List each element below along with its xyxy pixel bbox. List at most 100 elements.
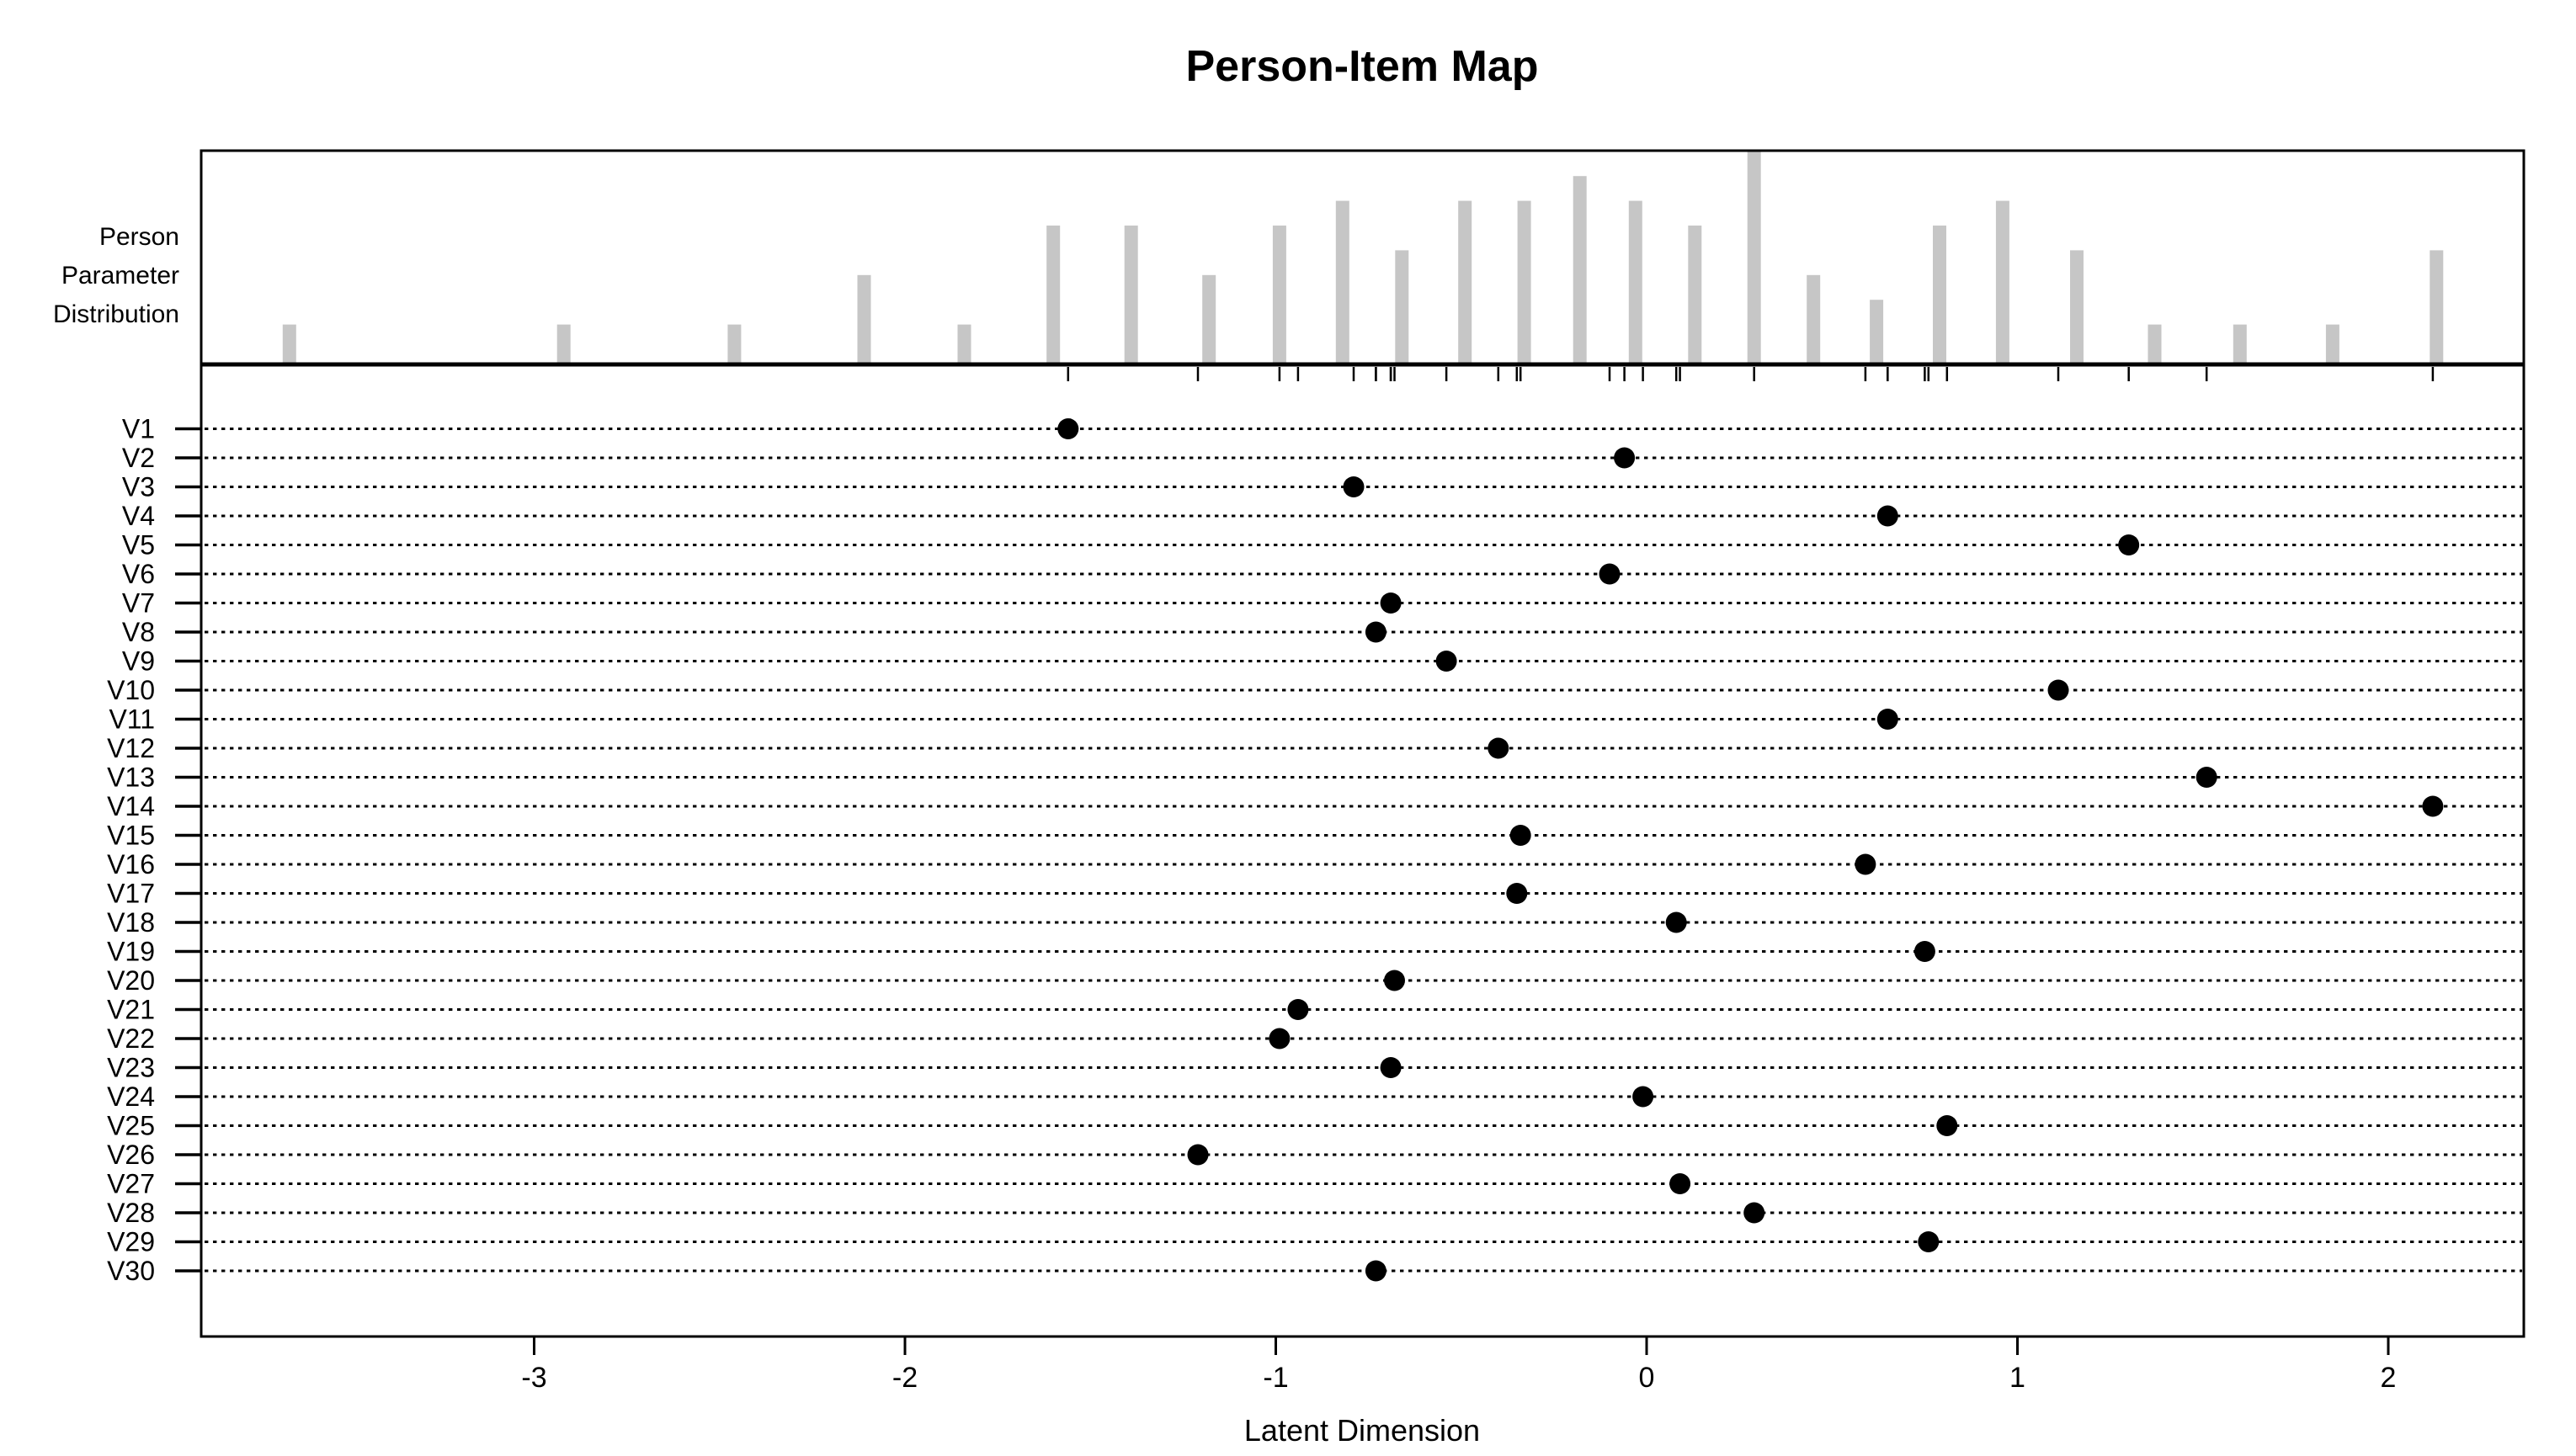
item-label-V9: V9 (122, 646, 155, 677)
item-label-V1: V1 (122, 414, 155, 444)
item-dot-V3 (1343, 476, 1365, 497)
item-dot-V20 (1384, 970, 1405, 991)
item-dot-V16 (1855, 853, 1876, 875)
item-dot-V26 (1187, 1144, 1209, 1166)
item-row-V12: V12 (107, 733, 2522, 763)
item-label-V13: V13 (107, 763, 155, 793)
item-row-V10: V10 (107, 675, 2522, 705)
item-label-V21: V21 (107, 995, 155, 1025)
item-label-V25: V25 (107, 1111, 155, 1141)
item-dot-V17 (1506, 883, 1528, 904)
x-axis-tick-label-0: 0 (1639, 1362, 1655, 1394)
person-histogram-bar-21 (1995, 200, 2009, 363)
person-distribution-label-line-3: Distribution (53, 300, 179, 328)
item-dot-V22 (1269, 1028, 1291, 1049)
item-dot-V14 (2422, 795, 2444, 817)
item-dot-V12 (1488, 737, 1509, 759)
item-label-V14: V14 (107, 791, 155, 821)
item-label-V11: V11 (109, 704, 155, 735)
item-label-V3: V3 (122, 472, 155, 502)
item-row-V24: V24 (107, 1081, 2522, 1112)
item-row-V16: V16 (107, 849, 2522, 879)
person-histogram-bar-16 (1688, 226, 1702, 363)
x-axis-tick-label-2: 2 (2381, 1362, 2397, 1394)
item-panel-frame (200, 363, 2525, 1338)
item-row-V22: V22 (107, 1023, 2522, 1054)
person-histogram-bar-2 (556, 324, 571, 363)
x-axis-tick-label--2: -2 (892, 1362, 918, 1394)
item-row-V3: V3 (122, 472, 2522, 502)
item-label-V29: V29 (107, 1227, 155, 1257)
x-axis-tick-label--3: -3 (521, 1362, 546, 1394)
person-panel-frame (200, 149, 2525, 366)
item-dot-V28 (1743, 1202, 1765, 1224)
item-row-V14: V14 (107, 791, 2522, 821)
person-histogram-bar-14 (1573, 176, 1587, 363)
person-histogram-bar-4 (857, 274, 871, 363)
x-axis-tick-label--1: -1 (1263, 1362, 1288, 1394)
item-dot-V18 (1665, 911, 1687, 933)
person-histogram-bar-20 (1933, 226, 1946, 363)
item-dot-V25 (1936, 1115, 1958, 1136)
item-label-V28: V28 (107, 1198, 155, 1228)
item-row-V17: V17 (107, 879, 2522, 909)
item-label-V6: V6 (122, 559, 155, 589)
item-dot-V5 (2118, 534, 2140, 555)
item-row-V28: V28 (107, 1198, 2522, 1228)
item-label-V20: V20 (107, 965, 155, 996)
item-label-V5: V5 (122, 530, 155, 561)
item-row-V2: V2 (122, 443, 2522, 473)
item-row-V8: V8 (122, 617, 2522, 647)
person-histogram-bar-26 (2430, 250, 2444, 363)
chart-title: Person-Item Map (1186, 42, 1539, 91)
item-dot-V8 (1365, 621, 1386, 643)
item-dot-V29 (1918, 1231, 1940, 1252)
item-row-V19: V19 (107, 937, 2522, 967)
item-row-V9: V9 (122, 646, 2522, 677)
person-histogram-bar-18 (1807, 274, 1821, 363)
item-dot-V7 (1380, 592, 1402, 614)
item-dot-V9 (1435, 651, 1457, 672)
item-label-V7: V7 (122, 588, 155, 619)
item-row-V30: V30 (107, 1256, 2522, 1286)
item-dot-V19 (1913, 941, 1935, 962)
item-label-V27: V27 (107, 1169, 155, 1199)
item-row-V29: V29 (107, 1227, 2522, 1257)
item-dot-V4 (1876, 505, 1898, 527)
person-histogram-bar-24 (2233, 324, 2247, 363)
item-label-V24: V24 (107, 1081, 155, 1112)
item-label-V16: V16 (107, 849, 155, 879)
person-histogram-bar-5 (957, 324, 971, 363)
item-row-V7: V7 (122, 588, 2522, 619)
item-row-V23: V23 (107, 1053, 2522, 1083)
item-row-V15: V15 (107, 821, 2522, 851)
person-histogram-bar-7 (1124, 226, 1138, 363)
person-histogram-bar-11 (1395, 250, 1409, 363)
item-dot-V13 (2195, 767, 2217, 788)
item-label-V22: V22 (107, 1023, 155, 1054)
person-histogram-bar-19 (1870, 300, 1884, 363)
item-row-V20: V20 (107, 965, 2522, 996)
item-label-V10: V10 (107, 675, 155, 705)
item-dot-V2 (1614, 447, 1636, 469)
item-dot-V6 (1599, 563, 1621, 585)
item-row-V4: V4 (122, 501, 2522, 531)
item-dot-V23 (1380, 1057, 1402, 1078)
item-row-V11: V11 (109, 704, 2522, 735)
item-row-V26: V26 (107, 1140, 2522, 1170)
item-label-V17: V17 (107, 879, 155, 909)
person-histogram-bar-8 (1202, 274, 1216, 363)
item-row-V5: V5 (122, 530, 2522, 561)
item-row-V25: V25 (107, 1111, 2522, 1141)
person-histogram-bar-17 (1747, 151, 1761, 363)
person-histogram-bar-1 (282, 324, 296, 363)
item-row-V6: V6 (122, 559, 2522, 589)
item-row-V13: V13 (107, 763, 2522, 793)
person-histogram-bar-13 (1517, 200, 1531, 363)
item-label-V12: V12 (107, 733, 155, 763)
person-histogram-bar-10 (1335, 200, 1349, 363)
person-histogram-bar-23 (2148, 324, 2162, 363)
person-distribution-label-line-2: Parameter (61, 262, 179, 290)
item-row-V18: V18 (107, 907, 2522, 938)
